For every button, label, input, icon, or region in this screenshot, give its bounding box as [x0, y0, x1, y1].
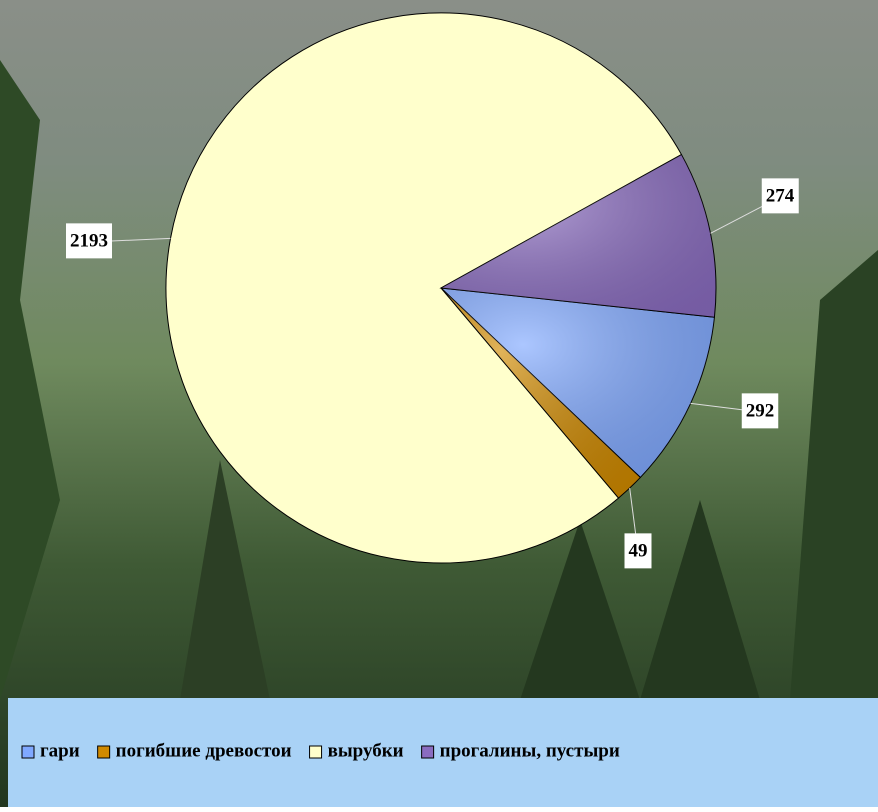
legend-label: прогалины, пустыри [440, 740, 620, 761]
data-label: 2193 [70, 230, 108, 251]
page: 292 49 2193 274 гари погибшие древостои выруб… [0, 0, 878, 807]
legend-swatch [98, 746, 110, 758]
data-label: 292 [746, 400, 775, 421]
legend-label: вырубки [328, 740, 404, 761]
data-label: 49 [629, 540, 648, 561]
legend-swatch [422, 746, 434, 758]
legend-swatch [310, 746, 322, 758]
legend-label: погибшие древостои [116, 740, 292, 761]
legend-swatch [22, 746, 34, 758]
pie [166, 13, 716, 563]
chart: 292 49 2193 274 гари погибшие древостои выруб… [0, 0, 878, 807]
data-label: 274 [766, 185, 795, 206]
legend-label: гари [40, 740, 80, 761]
